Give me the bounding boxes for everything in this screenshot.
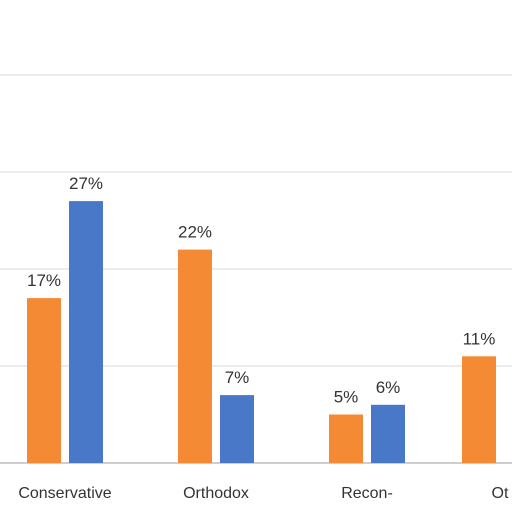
- bars: [27, 201, 496, 463]
- category-label: Recon-: [341, 485, 393, 502]
- bar-series2-conservative: [69, 201, 103, 463]
- data-labels: 17% 22% 5% 11% 27% 7% 6%: [27, 174, 495, 406]
- bar-series2-recon: [371, 404, 405, 463]
- category-label: Conservative: [18, 485, 111, 502]
- data-label: 5%: [334, 388, 359, 407]
- data-label: 11%: [463, 329, 496, 348]
- bar-series1-orthodox: [178, 249, 212, 463]
- bar-series2-orthodox: [220, 395, 254, 463]
- category-labels: Conservative Orthodox Recon- Ot: [18, 485, 509, 502]
- bar-series1-recon: [329, 414, 363, 463]
- data-label: 6%: [376, 378, 401, 397]
- bar-series1-ot: [462, 356, 496, 463]
- category-label: Orthodox: [183, 485, 249, 502]
- data-label: 7%: [225, 368, 250, 387]
- bar-series1-conservative: [27, 298, 61, 463]
- data-label: 22%: [178, 223, 212, 242]
- data-label: 17%: [27, 271, 61, 290]
- category-label: Ot: [492, 485, 509, 502]
- data-label: 27%: [69, 174, 103, 193]
